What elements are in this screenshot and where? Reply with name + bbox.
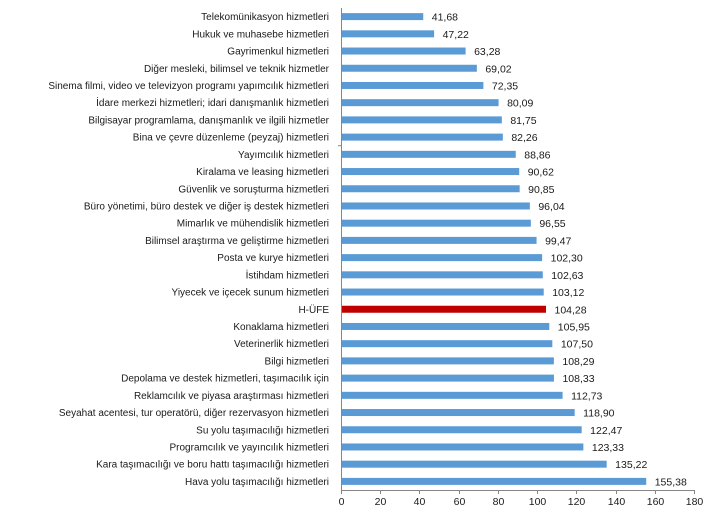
- value-label: 72,35: [492, 80, 518, 92]
- category-label: Gayrimenkul hizmetleri: [227, 47, 329, 58]
- bar: [341, 13, 424, 21]
- x-tick-label: 160: [647, 496, 665, 507]
- category-label: Bilgisayar programlama, danışmanlık ve i…: [88, 115, 329, 126]
- value-label: 123,33: [592, 442, 624, 454]
- value-label: 41,68: [432, 12, 458, 24]
- value-label: 88,86: [524, 149, 550, 161]
- value-label: 108,33: [562, 373, 594, 385]
- value-label: 102,63: [551, 270, 583, 282]
- bar: [341, 47, 466, 55]
- x-tick-label: 100: [529, 496, 547, 507]
- category-label: İdare merkezi hizmetleri; idari danışman…: [96, 96, 329, 109]
- x-tick-label: 20: [375, 496, 387, 507]
- category-label: Yiyecek ve içecek sunum hizmetleri: [172, 288, 329, 299]
- bar: [341, 322, 550, 330]
- bar: [341, 340, 553, 348]
- value-label: 135,22: [615, 459, 647, 471]
- bar: [341, 460, 607, 468]
- category-label: Hava yolu taşımacılığı hizmetleri: [185, 477, 329, 488]
- category-label: Bilgi hizmetleri: [265, 356, 329, 367]
- bar: [341, 64, 477, 72]
- value-label: 96,55: [539, 218, 565, 230]
- bar: [341, 374, 554, 382]
- value-label: 104,28: [555, 304, 587, 316]
- category-label: Posta ve kurye hizmetleri: [217, 253, 329, 264]
- axes-group: Telekomünikasyon hizmetleri 41,68 Hukuk ve…: [48, 8, 703, 507]
- value-label: 155,38: [655, 476, 687, 488]
- bar: [341, 30, 435, 38]
- bar: [341, 357, 554, 365]
- value-label: 112,73: [571, 390, 602, 402]
- value-label: 103,12: [552, 287, 584, 299]
- category-label: Sinema filmi, video ve televizyon progra…: [48, 81, 329, 92]
- category-label: Yayımcılık hizmetleri: [238, 150, 329, 161]
- category-label: Konaklama hizmetleri: [233, 322, 329, 333]
- bar: [341, 81, 484, 89]
- category-label: İstihdam hizmetleri: [246, 268, 329, 281]
- value-label: 81,75: [510, 115, 536, 127]
- bar: [341, 150, 516, 158]
- category-label: Kara taşımacılığı ve boru hattı taşımacı…: [96, 460, 329, 471]
- value-label: 107,50: [561, 339, 593, 351]
- value-label: 47,22: [443, 29, 469, 41]
- category-label: Güvenlik ve soruşturma hizmetleri: [178, 184, 329, 195]
- bar: [341, 168, 520, 176]
- bar: [341, 254, 543, 262]
- bar-highlighted: [341, 305, 547, 313]
- category-label: Su yolu taşımacılığı hizmetleri: [196, 425, 329, 436]
- category-label: H-ÜFE: [298, 304, 329, 316]
- value-label: 69,02: [485, 63, 511, 75]
- category-label: Reklamcılık ve piyasa araştırması hizmet…: [134, 391, 329, 402]
- category-label: Diğer mesleki, bilimsel ve teknik hizmet…: [144, 64, 330, 75]
- category-label: Programcılık ve yayıncılık hizmetleri: [170, 442, 330, 453]
- value-label: 105,95: [558, 321, 590, 333]
- bar: [341, 426, 582, 434]
- category-label: Büro yönetimi, büro destek ve diğer iş d…: [84, 201, 329, 212]
- x-tick-label: 140: [608, 496, 626, 507]
- value-label: 118,90: [583, 408, 614, 420]
- value-label: 80,09: [507, 98, 533, 110]
- value-label: 99,47: [545, 235, 571, 247]
- category-label: Bina ve çevre düzenleme (peyzaj) hizmetl…: [133, 133, 329, 144]
- bar: [341, 185, 520, 193]
- x-tick-label: 0: [339, 496, 345, 507]
- category-label: Seyahat acentesi, tur operatörü, diğer r…: [59, 408, 329, 419]
- bar: [341, 236, 537, 244]
- value-label: 102,30: [551, 253, 583, 265]
- bar: [341, 409, 575, 417]
- bars-group: [341, 13, 647, 485]
- bar: [341, 219, 531, 227]
- value-label: 82,26: [511, 132, 537, 144]
- category-label: Kiralama ve leasing hizmetleri: [196, 167, 329, 178]
- category-label: Bilimsel araştırma ve geliştirme hizmetl…: [145, 236, 329, 247]
- bar: [341, 288, 544, 296]
- value-label: 122,47: [590, 425, 622, 437]
- bar: [341, 133, 503, 141]
- x-tick-label: 180: [686, 496, 704, 507]
- bar: [341, 99, 499, 107]
- category-label: Mimarlık ve mühendislik hizmetleri: [177, 219, 329, 230]
- value-label: 63,28: [474, 46, 500, 58]
- category-label: Depolama ve destek hizmetleri, taşımacıl…: [121, 374, 329, 385]
- bar: [341, 202, 530, 210]
- bar: [341, 116, 502, 124]
- x-tick-label: 120: [568, 496, 586, 507]
- category-label: Hukuk ve muhasebe hizmetleri: [192, 29, 329, 40]
- bar: [341, 271, 543, 279]
- bar: [341, 443, 584, 451]
- value-label: 108,29: [562, 356, 594, 368]
- x-tick-label: 80: [493, 496, 505, 507]
- value-label: 90,62: [528, 167, 554, 179]
- bar: [341, 391, 563, 399]
- x-tick-label: 60: [454, 496, 466, 507]
- category-label: Telekomünikasyon hizmetleri: [201, 12, 329, 23]
- category-label: Veterinerlik hizmetleri: [234, 339, 329, 350]
- x-tick-label: 40: [414, 496, 426, 507]
- value-label: 96,04: [538, 201, 564, 213]
- value-label: 90,85: [528, 184, 554, 196]
- bar: [341, 477, 647, 485]
